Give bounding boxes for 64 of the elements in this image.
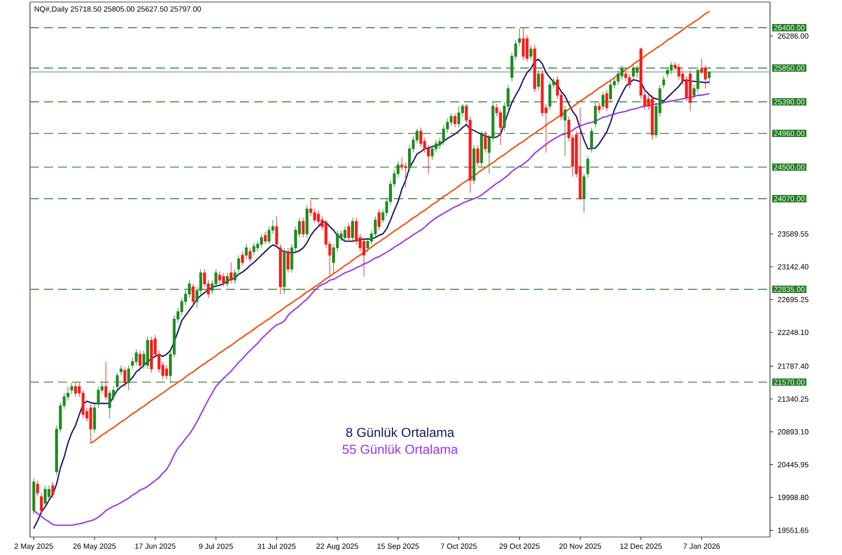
candlestick [602, 92, 604, 110]
candlestick [564, 106, 566, 156]
candlestick [279, 244, 282, 294]
candlestick [522, 27, 525, 60]
candlestick [636, 64, 639, 78]
candlestick [362, 237, 366, 277]
candlestick [120, 364, 123, 376]
candlestick [222, 272, 225, 288]
candlestick [165, 364, 168, 380]
candlestick [351, 217, 354, 242]
candlestick [44, 485, 47, 508]
text: 8 Günlük Ortalama [346, 427, 454, 437]
candlestick [248, 248, 252, 263]
candlestick [108, 390, 112, 418]
candlestick [609, 80, 612, 103]
candlestick [275, 216, 278, 248]
candlestick [260, 234, 263, 248]
candlestick [123, 366, 126, 387]
candlestick [548, 80, 552, 110]
candlestick [302, 217, 305, 238]
candlestick [89, 404, 92, 444]
candlestick [93, 404, 96, 434]
candlestick [594, 102, 597, 128]
candlestick [244, 244, 248, 260]
candlestick [74, 382, 77, 398]
line-series [90, 10, 710, 444]
candlestick [590, 127, 594, 153]
candlestick [628, 74, 631, 89]
candlestick [241, 251, 244, 266]
candlestick [226, 272, 229, 288]
candlestick [537, 70, 540, 90]
candlestick [230, 262, 233, 284]
candlestick [127, 364, 130, 391]
candlestick [32, 478, 36, 515]
candlestick [454, 113, 456, 128]
candlestick [472, 144, 476, 184]
candlestick [96, 386, 100, 408]
candlestick [146, 336, 150, 370]
candlestick [192, 284, 195, 306]
candlestick [632, 64, 635, 80]
candlestick [306, 204, 308, 238]
candlestick [518, 28, 521, 46]
candlestick [233, 268, 236, 284]
candlestick [252, 242, 256, 256]
candlestick [138, 350, 142, 370]
candlestick [40, 492, 43, 515]
candlestick [650, 94, 654, 140]
candlestick [582, 173, 586, 213]
candlestick [286, 248, 290, 274]
candlestick [480, 130, 483, 167]
candlestick [344, 226, 346, 242]
candlestick [378, 208, 381, 231]
candlestick [586, 156, 590, 178]
candlestick [533, 44, 536, 93]
candlestick [484, 130, 487, 153]
candlestick [36, 480, 40, 497]
text: 55 Günlük Ortalama [342, 444, 458, 454]
candlestick [598, 102, 601, 114]
candlestick [578, 107, 582, 200]
candlestick [104, 361, 108, 401]
candlestick [237, 254, 240, 274]
candlestick [150, 336, 153, 373]
candlestick [662, 76, 666, 89]
candlestick [529, 44, 532, 60]
